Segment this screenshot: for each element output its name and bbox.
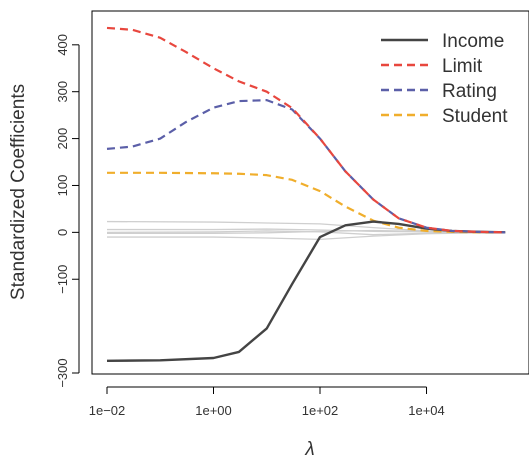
x-tick-label: 1e−02: [89, 403, 126, 418]
y-tick-label: −300: [55, 358, 70, 387]
plot-frame: [91, 10, 529, 375]
legend: Income Limit Rating Student: [381, 31, 508, 127]
limit-line: [106, 26, 506, 234]
y-tick-label: 0: [55, 229, 70, 236]
y-tick-label: 200: [55, 128, 70, 150]
y-axis: −300 −100 0 100 200 300 400: [55, 34, 80, 388]
rating-line: [106, 99, 506, 234]
y-tick-label: 400: [55, 34, 70, 56]
x-tick-label: 1e+00: [195, 403, 232, 418]
y-tick-label: −100: [55, 265, 70, 294]
series-layer: [106, 26, 506, 363]
y-axis-title: Standardized Coefficients: [8, 84, 29, 300]
legend-label-limit: Limit: [442, 56, 483, 77]
x-tick-label: 1e+02: [302, 403, 339, 418]
income-line: [106, 220, 506, 363]
x-axis-title: λ: [304, 439, 314, 460]
y-tick-label: 100: [55, 175, 70, 197]
y-tick-label: 300: [55, 81, 70, 103]
x-tick-label: 1e+04: [408, 403, 445, 418]
x-axis: 1e−02 1e+00 1e+02 1e+04: [89, 386, 445, 418]
legend-label-income: Income: [442, 31, 504, 52]
legend-label-rating: Rating: [442, 81, 497, 102]
legend-label-student: Student: [442, 106, 508, 127]
